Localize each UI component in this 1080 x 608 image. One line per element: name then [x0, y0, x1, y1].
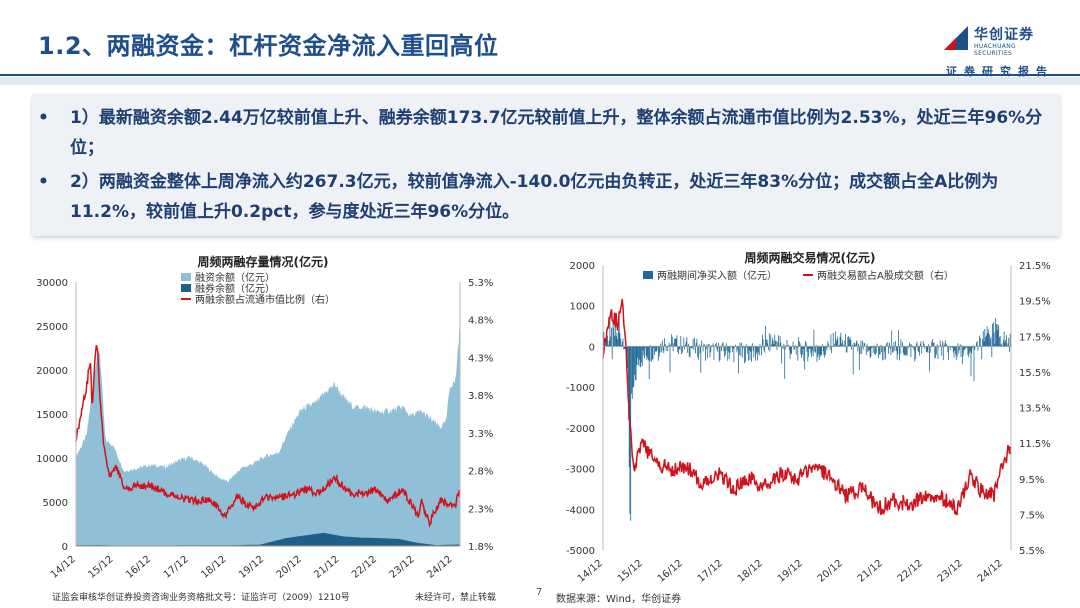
- x-tick-label: 22/12: [896, 558, 925, 585]
- y-right-tick-label: 15.5%: [1019, 368, 1051, 379]
- x-tick-label: 16/12: [656, 558, 685, 585]
- legend-label: 两融余额占流通市值比例（右）: [195, 293, 335, 306]
- x-tick-label: 15/12: [86, 554, 115, 581]
- y-left-tick-label: -4000: [566, 505, 595, 516]
- y-right-tick-label: 2.3%: [468, 504, 493, 515]
- footer-notice: 未经许可，禁止转载: [415, 593, 497, 603]
- y-right-tick-label: 4.8%: [468, 316, 493, 327]
- ratio-line: [75, 344, 461, 529]
- y-left-tick-label: 25000: [36, 322, 68, 333]
- y-right-tick-label: 9.5%: [1019, 475, 1044, 486]
- x-tick-label: 20/12: [816, 558, 845, 585]
- x-tick-label: 17/12: [162, 554, 191, 581]
- header-band: [0, 77, 1080, 85]
- short-balance-area: [76, 532, 460, 546]
- y-right-tick-label: 7.5%: [1019, 510, 1044, 521]
- x-tick-label: 14/12: [576, 558, 605, 585]
- data-source: 数据来源：Wind，华创证券: [556, 594, 682, 605]
- header-divider: [0, 74, 1080, 76]
- legend-label: 两融交易额占A股成交额（右）: [817, 269, 954, 282]
- footer-license: 证监会审核华创证券投资咨询业务资格批文号：证监许可（2009）1210号: [52, 593, 350, 603]
- y-right-tick-label: 4.3%: [468, 353, 493, 364]
- y-left-tick-label: 0: [589, 342, 595, 353]
- y-right-tick-label: 3.8%: [468, 391, 493, 402]
- logo-name-en: HUACHUANG SECURITIES: [974, 43, 1016, 57]
- y-right-tick-label: 3.3%: [468, 429, 493, 440]
- y-right-tick-label: 21.5%: [1019, 261, 1051, 272]
- x-tick-label: 16/12: [124, 554, 153, 581]
- y-left-tick-label: 2000: [570, 261, 595, 272]
- bullet-marker: •: [38, 108, 49, 128]
- chart-title: 周频两融交易情况(亿元): [745, 250, 876, 265]
- chart-title: 周频两融存量情况(亿元): [198, 254, 329, 269]
- logo-mark-icon: [944, 26, 968, 50]
- company-logo: 华创证券 HUACHUANG SECURITIES: [944, 24, 1054, 58]
- x-tick-label: 22/12: [350, 554, 379, 581]
- logo-name: 华创证券: [974, 27, 1034, 43]
- legend-label: 融资余额（亿元）: [195, 271, 275, 284]
- x-tick-label: 19/12: [237, 554, 266, 581]
- y-right-tick-label: 1.8%: [468, 542, 493, 553]
- x-tick-label: 18/12: [199, 554, 228, 581]
- y-left-tick-label: 5000: [43, 498, 68, 509]
- y-left-tick-label: 30000: [36, 278, 68, 289]
- x-tick-label: 15/12: [616, 558, 645, 585]
- x-tick-label: 18/12: [736, 558, 765, 585]
- y-left-tick-label: -2000: [566, 424, 595, 435]
- y-right-tick-label: 11.5%: [1019, 439, 1051, 450]
- x-tick-label: 14/12: [49, 554, 78, 581]
- page-number: 7: [536, 587, 543, 598]
- y-left-tick-label: 15000: [36, 410, 68, 421]
- legend-swatch-netbuy: [643, 271, 653, 279]
- bullet-text-2: 2）两融资金整体上周净流入约267.3亿元，较前值净流入-140.0亿元由负转正…: [70, 172, 999, 222]
- x-tick-label: 21/12: [856, 558, 885, 585]
- y-left-tick-label: 20000: [36, 366, 68, 377]
- y-right-tick-label: 13.5%: [1019, 404, 1051, 415]
- bullet-text-1: 1）最新融资余额2.44万亿较前值上升、融券余额173.7亿元较前值上升，整体余…: [70, 108, 1043, 158]
- y-left-tick-label: -1000: [566, 383, 595, 394]
- x-tick-label: 23/12: [936, 558, 965, 585]
- x-tick-label: 23/12: [388, 554, 417, 581]
- margin-trading-chart: 周频两融交易情况(亿元) 两融期间净买入额（亿元） 两融交易额占A股成交额（右）…: [566, 250, 1051, 585]
- summary-box: [32, 94, 1060, 236]
- x-tick-label: 21/12: [312, 554, 341, 581]
- x-tick-label: 19/12: [776, 558, 805, 585]
- bullet-marker: •: [38, 172, 49, 192]
- x-tick-label: 24/12: [425, 554, 454, 581]
- y-right-tick-label: 17.5%: [1019, 332, 1051, 343]
- legend-swatch-financing: [181, 273, 191, 281]
- y-right-tick-label: 5.3%: [468, 278, 493, 289]
- x-tick-label: 20/12: [275, 554, 304, 581]
- legend-label: 融券余额（亿元）: [195, 282, 275, 295]
- y-left-tick-label: 0: [62, 542, 68, 553]
- ratio-line: [602, 298, 1012, 516]
- y-right-tick-label: 5.5%: [1019, 546, 1044, 557]
- y-right-tick-label: 19.5%: [1019, 297, 1051, 308]
- y-right-tick-label: 2.8%: [468, 467, 493, 478]
- financing-balance-area: [76, 326, 460, 546]
- y-left-tick-label: -3000: [566, 465, 595, 476]
- y-left-tick-label: 1000: [570, 302, 595, 313]
- x-tick-label: 24/12: [976, 558, 1005, 585]
- page-title: 1.2、两融资金：杠杆资金净流入重回高位: [38, 32, 499, 60]
- legend-label: 两融期间净买入额（亿元）: [657, 269, 777, 282]
- x-tick-label: 17/12: [696, 558, 725, 585]
- legend-swatch-short: [181, 284, 191, 292]
- margin-balance-chart: 周频两融存量情况(亿元) 融资余额（亿元） 融券余额（亿元） 两融余额占流通市值…: [36, 254, 493, 581]
- y-left-tick-label: -5000: [566, 546, 595, 557]
- y-left-tick-label: 10000: [36, 454, 68, 465]
